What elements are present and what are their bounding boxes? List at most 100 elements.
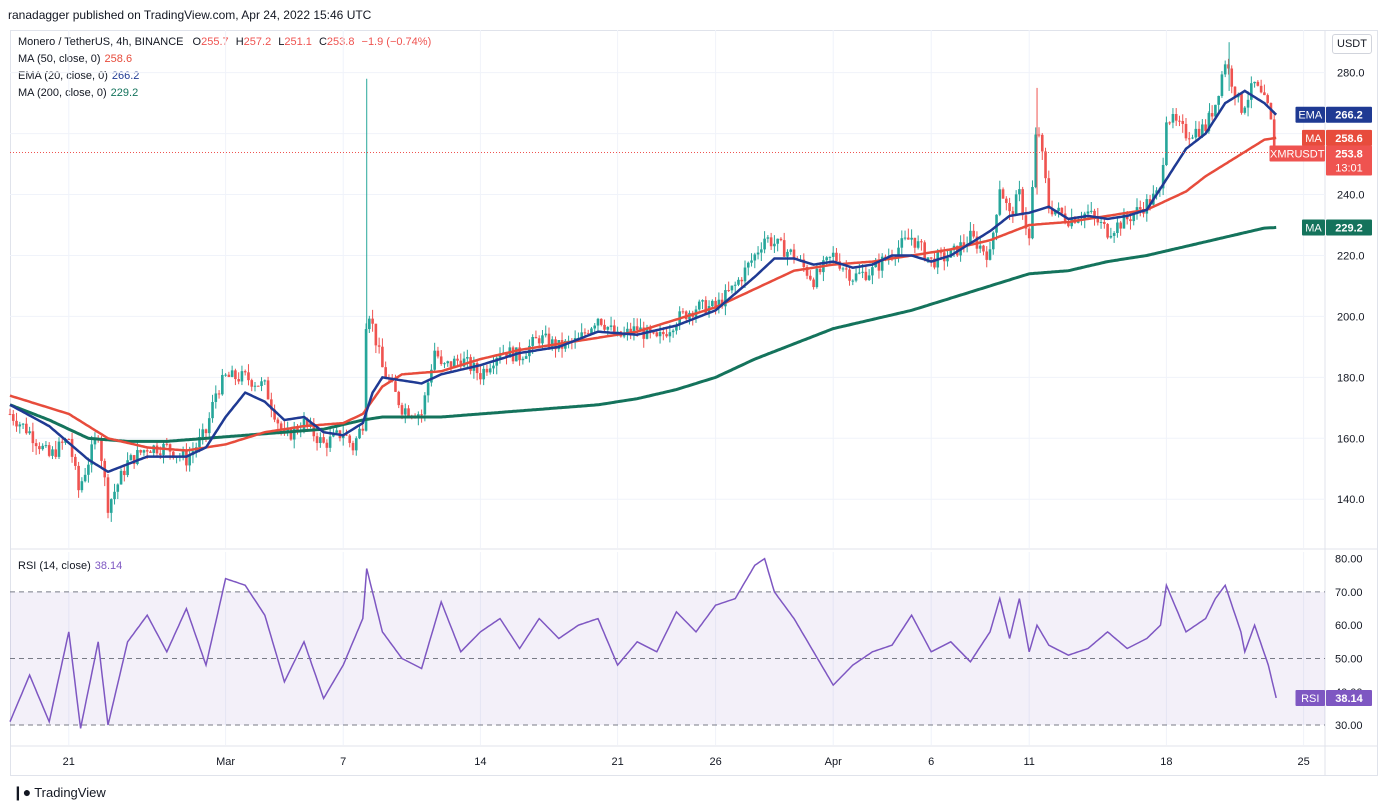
candle-body <box>430 369 433 383</box>
candle-body <box>805 267 809 276</box>
candle-body <box>426 382 430 396</box>
rsi-price-name-tag[interactable] <box>1295 689 1326 706</box>
candle-body <box>1174 114 1178 121</box>
candle-body <box>129 455 133 461</box>
footer-logo-text[interactable]: TradingView <box>34 785 106 800</box>
rsi-legend[interactable]: RSI (14, close) 38.14 <box>18 560 123 572</box>
last-price-name-tag[interactable] <box>1269 145 1326 162</box>
candle-body <box>1266 95 1269 103</box>
candle-body <box>1138 207 1142 210</box>
symbol-name[interactable]: Monero / TetherUS, 4h, BINANCE <box>18 36 184 48</box>
candle-body <box>292 427 296 440</box>
candle-body <box>1181 121 1185 124</box>
candle-body <box>949 250 953 258</box>
candle-body <box>1187 138 1191 140</box>
candle-body <box>207 418 211 434</box>
candle-body <box>861 271 864 273</box>
ma50-price-name-tag[interactable] <box>1302 129 1325 146</box>
candle-body <box>211 401 214 419</box>
ma50-line[interactable] <box>9 136 1277 452</box>
candle-body <box>541 335 544 344</box>
ma50-price-name-text: MA <box>1305 133 1322 145</box>
candle-body <box>923 242 926 260</box>
price-tick-label: 180.0 <box>1337 372 1365 384</box>
price-tick-label: 200.0 <box>1337 311 1365 323</box>
rsi-line[interactable] <box>9 557 1277 729</box>
candle-body <box>1155 190 1158 194</box>
candle-body <box>1263 92 1266 96</box>
candle-body <box>44 445 48 447</box>
ma200-legend[interactable]: MA (200, close, 0) 229.2 <box>18 87 139 99</box>
candle-body <box>234 370 237 380</box>
last-price-value-tag[interactable] <box>1326 145 1372 176</box>
candle-body <box>348 435 352 443</box>
candle-body <box>201 429 205 437</box>
candle-body <box>279 423 283 430</box>
candle-body <box>1112 233 1116 236</box>
candle-body <box>1240 93 1243 113</box>
candle-body <box>155 445 159 454</box>
candle-body <box>1253 81 1256 84</box>
ema-price-name-text: EMA <box>1298 110 1323 122</box>
candle-body <box>1259 85 1263 93</box>
ema-price-name-tag[interactable] <box>1295 106 1326 123</box>
candle-body <box>1024 215 1028 229</box>
candle-body <box>495 357 499 366</box>
candle-body <box>221 374 224 395</box>
currency-button[interactable]: USDT <box>1332 34 1372 54</box>
candle-body <box>371 318 374 324</box>
candle-body <box>717 299 721 308</box>
candle-body <box>1178 120 1181 122</box>
candle-body <box>1194 128 1198 138</box>
candle-body <box>15 420 18 427</box>
candle-body <box>802 259 806 268</box>
candle-body <box>51 449 54 456</box>
candle-body <box>613 325 616 335</box>
candle-body <box>224 374 227 376</box>
candle-body <box>214 393 218 402</box>
rsi-price-value-tag[interactable] <box>1326 689 1372 706</box>
candle-body <box>319 437 322 444</box>
candle-body <box>204 429 208 434</box>
candle-body <box>1171 114 1175 123</box>
candle-body <box>580 332 583 338</box>
ma200-price-name-tag[interactable] <box>1302 219 1325 236</box>
ma200-price-value-tag[interactable] <box>1326 219 1372 236</box>
candle-body <box>260 381 263 387</box>
candle-body <box>969 230 972 244</box>
ma200-price-name-text: MA <box>1305 222 1322 234</box>
ema20-line[interactable] <box>9 89 1278 474</box>
candle-body <box>158 453 162 455</box>
rsi-tick-label: 60.00 <box>1335 620 1363 632</box>
candle-body <box>665 334 668 337</box>
candle-body <box>988 249 992 260</box>
candle-body <box>727 290 730 292</box>
ema-price-value-tag[interactable] <box>1326 106 1372 123</box>
candle-body <box>848 269 851 281</box>
candle-body <box>1044 151 1047 179</box>
candle-body <box>521 358 525 361</box>
candle-body <box>358 428 361 439</box>
candle-body <box>880 256 884 271</box>
ma200-line[interactable] <box>9 225 1277 443</box>
ma50-price-value-tag[interactable] <box>1326 129 1372 146</box>
ma50-legend[interactable]: MA (50, close, 0) 258.6 <box>18 53 133 65</box>
candle-body <box>874 261 877 268</box>
candle-body <box>83 474 87 482</box>
candle-body <box>534 337 538 339</box>
candle-body <box>701 300 704 302</box>
candle-body <box>374 323 378 346</box>
candle-body <box>1037 134 1041 136</box>
candle-body <box>100 439 103 461</box>
candle-body <box>635 326 639 331</box>
candle-body <box>779 238 783 241</box>
candle-body <box>773 243 776 247</box>
candle-body <box>841 268 845 270</box>
price-tick-label: 160.0 <box>1337 433 1365 445</box>
candle-body <box>1256 81 1260 86</box>
candle-body <box>126 460 129 476</box>
price-tick-label: 280.0 <box>1337 68 1365 80</box>
candle-body <box>524 356 528 359</box>
candle-body <box>38 446 41 450</box>
